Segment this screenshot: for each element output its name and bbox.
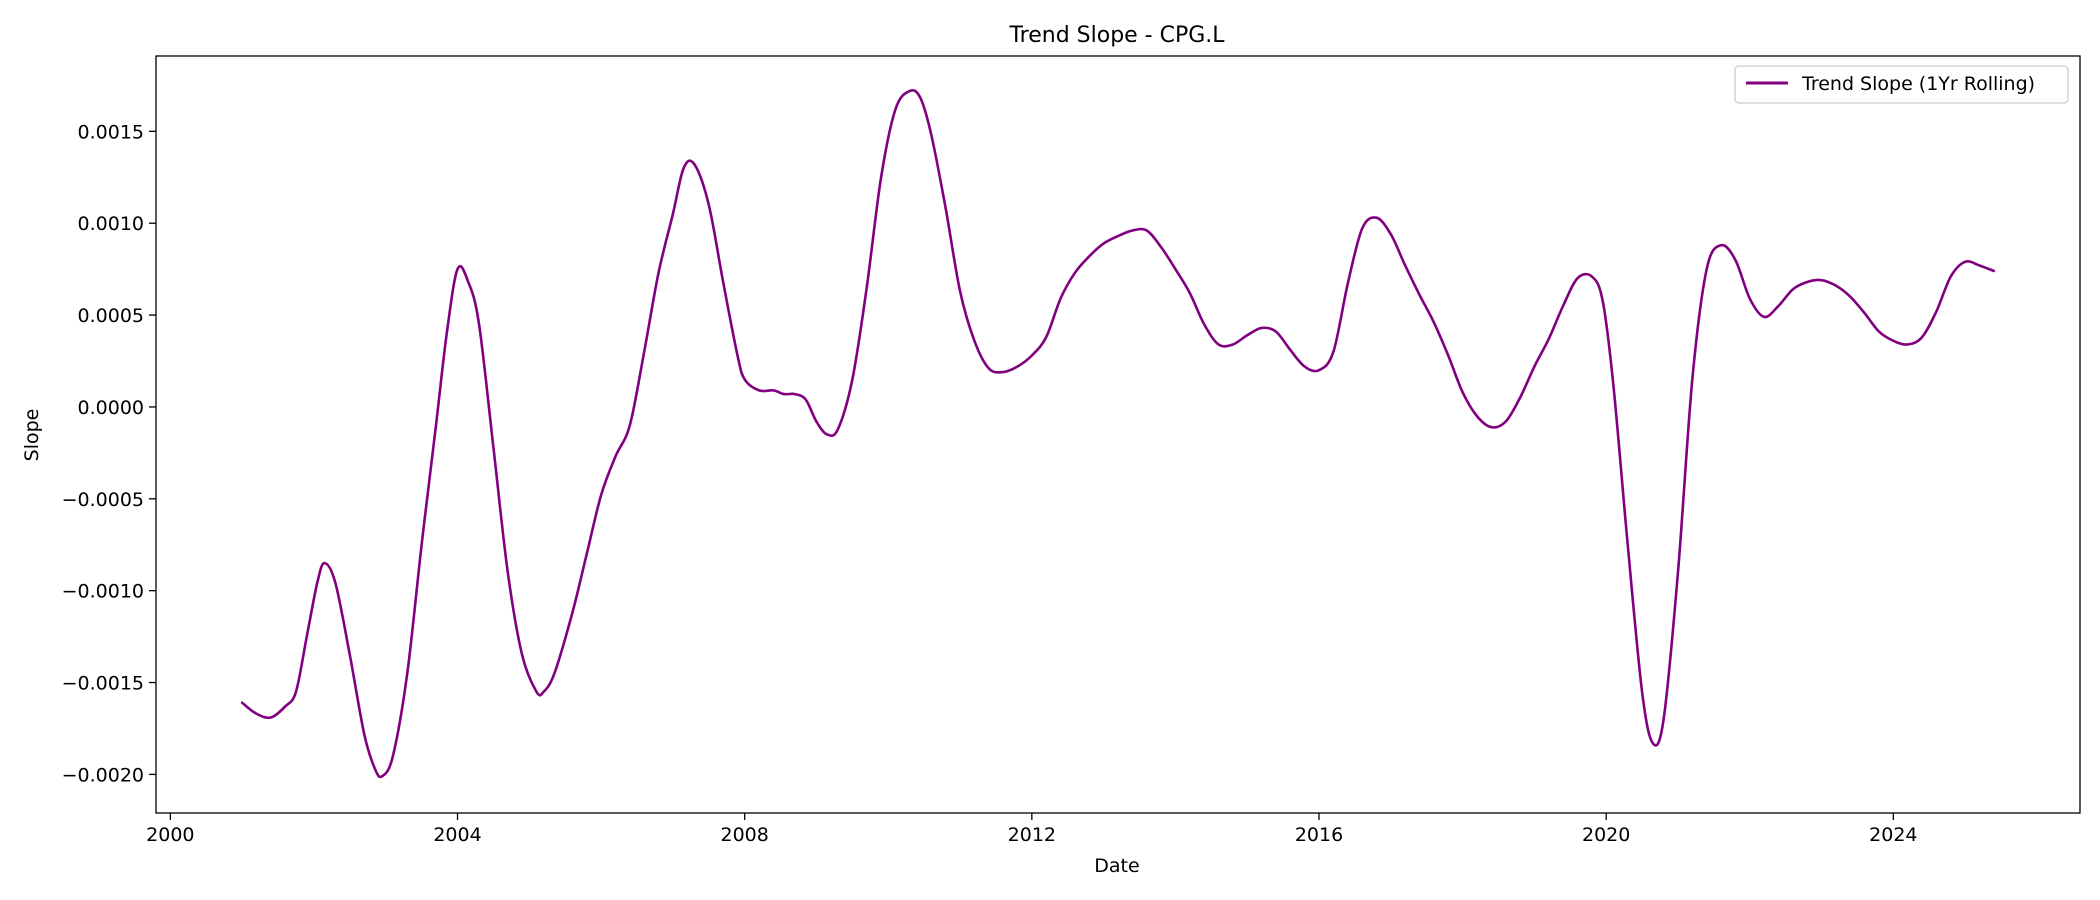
y-tick-label: 0.0000 (78, 397, 144, 419)
y-tick-label: −0.0015 (62, 673, 144, 695)
y-tick-label: −0.0020 (62, 764, 144, 786)
x-tick-label: 2016 (1295, 824, 1343, 846)
y-axis: 0.0015 0.0010 0.0005 0.0000 −0.0005 −0.0010 −0… (62, 121, 156, 786)
x-axis-label: Date (1094, 855, 1139, 877)
x-tick-label: 2024 (1869, 824, 1917, 846)
series-line-0 (240, 88, 1996, 779)
x-tick-label: 2020 (1582, 824, 1630, 846)
x-tick-label: 2012 (1008, 824, 1056, 846)
plot-frame (155, 55, 2081, 814)
y-tick-label: 0.0010 (78, 213, 144, 235)
plot-background (156, 56, 2080, 813)
legend-label: Trend Slope (1Yr Rolling) (1801, 73, 2035, 95)
x-tick-label: 2004 (433, 824, 481, 846)
x-axis: 2000 2004 2008 2012 2016 2020 2024 (146, 813, 1918, 846)
chart-title: Trend Slope - CPG.L (1008, 23, 1225, 48)
legend: Trend Slope (1Yr Rolling) (1734, 65, 2069, 104)
plot-area (156, 56, 2080, 813)
series-layer (240, 88, 1996, 779)
legend-box (1734, 65, 2069, 104)
x-tick-label: 2008 (721, 824, 769, 846)
y-axis-label: Slope (21, 409, 43, 462)
y-tick-label: 0.0005 (78, 305, 144, 327)
x-tick-label: 2000 (146, 824, 194, 846)
y-tick-label: 0.0015 (78, 121, 144, 143)
y-tick-label: −0.0005 (62, 489, 144, 511)
y-tick-label: −0.0010 (62, 581, 144, 603)
